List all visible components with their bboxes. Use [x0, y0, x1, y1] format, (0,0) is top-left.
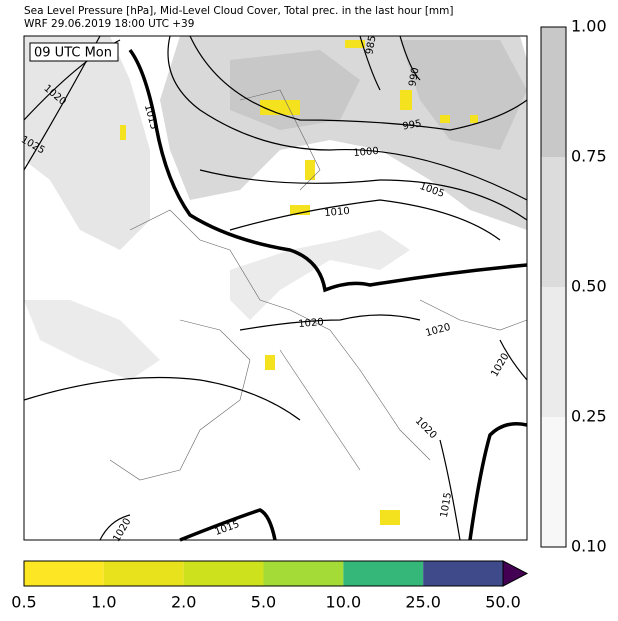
colorbar-segment [541, 27, 566, 157]
precipitation [120, 40, 478, 525]
colorbar-tick-label: 50.0 [485, 593, 521, 612]
colorbar-segment [183, 561, 264, 586]
colorbar-tick-label: 1.0 [91, 593, 116, 612]
isobar-label: 990 [407, 67, 421, 88]
colorbar-tick-label: 10.0 [326, 593, 362, 612]
isobar-label: 985 [364, 35, 378, 56]
colorbar-frame [540, 26, 567, 548]
time-label: 09 UTC Mon [34, 46, 112, 61]
colorbar-segment [423, 561, 503, 586]
isobar-label: 1015 [439, 492, 454, 519]
colorbar-extend [502, 560, 529, 587]
colorbar-tick-label: 0.50 [571, 277, 607, 296]
isobar-label: 1010 [324, 206, 350, 219]
subtitle: WRF 29.06.2019 18:00 UTC +39 [24, 18, 194, 30]
colorbar-tick-label: 0.10 [571, 537, 607, 556]
colorbar-segment [541, 417, 566, 547]
coastlines [109, 89, 528, 481]
colorbar-frame [23, 560, 504, 587]
colorbar-segment [263, 561, 344, 586]
title: Sea Level Pressure [hPa], Mid-Level Clou… [24, 5, 454, 17]
colorbar-segment [343, 561, 424, 586]
map: 09 UTC Mon 1020 1025 1015 985 990 995 10… [19, 35, 528, 544]
isobar-1015 [128, 48, 528, 542]
colorbar-tick-label: 2.0 [171, 593, 196, 612]
precip-colorbar: 0.5 1.0 2.0 5.0 10.0 25.0 50.0 [11, 560, 529, 612]
cloud-colorbar: 1.00 0.75 0.50 0.25 0.10 [540, 17, 607, 556]
colorbar-segment [541, 287, 566, 417]
colorbar-tick-label: 0.5 [11, 593, 36, 612]
colorbar-segment [24, 561, 104, 586]
colorbar-tick-label: 5.0 [251, 593, 276, 612]
colorbar-segment [103, 561, 184, 586]
colorbar-tick-label: 25.0 [405, 593, 441, 612]
colorbar-segment [541, 157, 566, 287]
colorbar-tick-label: 0.25 [571, 407, 607, 426]
isobar-label: 1020 [298, 317, 324, 330]
isobar-label: 1000 [353, 146, 379, 159]
colorbar-tick-label: 1.00 [571, 17, 607, 36]
colorbar-tick-label: 0.75 [571, 147, 607, 166]
isobar-label: 995 [402, 118, 423, 132]
cloud-cover [24, 36, 527, 380]
